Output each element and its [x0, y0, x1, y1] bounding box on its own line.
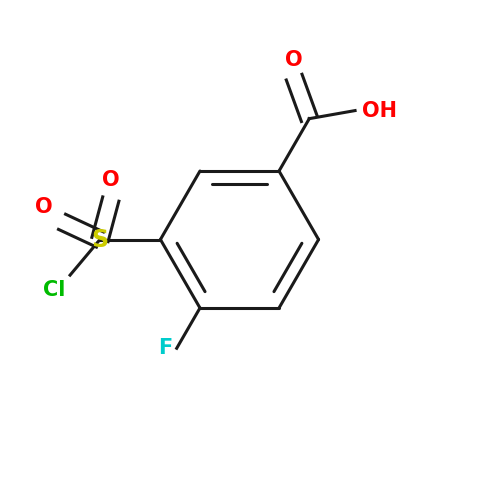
Text: O: O: [35, 197, 53, 217]
Text: O: O: [102, 170, 120, 190]
Text: S: S: [91, 228, 109, 251]
Text: Cl: Cl: [43, 280, 66, 300]
Text: O: O: [285, 50, 303, 70]
Text: F: F: [158, 338, 172, 358]
Text: OH: OH: [362, 101, 397, 121]
